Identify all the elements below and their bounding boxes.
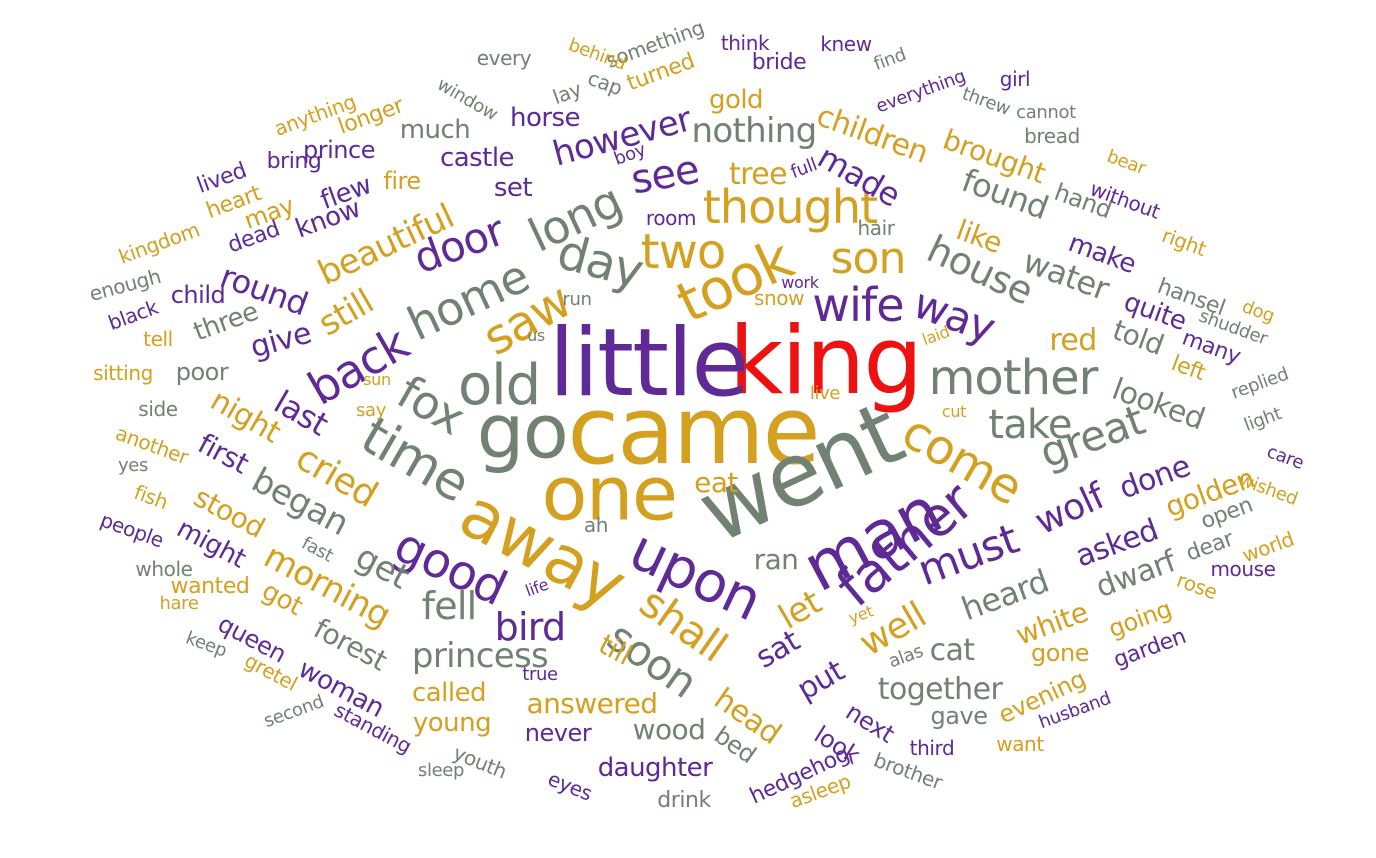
cloud-word-prince: prince [302, 136, 376, 164]
cloud-word-princess: princess [411, 636, 549, 676]
cloud-word-much: much [399, 115, 471, 145]
cloud-word-daughter: daughter [597, 753, 713, 783]
cloud-word-king: king [728, 307, 923, 416]
cloud-word-sleep: sleep [417, 760, 465, 781]
cloud-word-horse: horse [509, 103, 581, 133]
cloud-word-child: child [170, 281, 226, 309]
cloud-word-gold: gold [708, 85, 764, 115]
cloud-word-yes: yes [117, 455, 149, 476]
cloud-word-snow: snow [753, 286, 805, 310]
cloud-word-drink: drink [657, 788, 711, 813]
cloud-word-two: two [640, 224, 727, 280]
cloud-word-together: together [877, 672, 1003, 707]
cloud-word-eyes: eyes [544, 766, 596, 806]
cloud-word-every: every [476, 46, 532, 70]
cloud-word-never: never [524, 719, 592, 747]
cloud-word-third: third [909, 736, 955, 760]
cloud-word-castle: castle [439, 143, 515, 173]
cloud-word-put: put [791, 653, 851, 708]
cloud-word-everything: everything [873, 65, 969, 118]
cloud-word-take: take [988, 402, 1072, 448]
cloud-word-bear: bear [1104, 145, 1149, 180]
cloud-word-people: people [97, 507, 167, 553]
cloud-word-care: care [1263, 441, 1307, 474]
cloud-word-young: young [412, 708, 492, 738]
cloud-word-ah: ah [583, 513, 609, 537]
cloud-word-wife: wife [812, 278, 904, 332]
cloud-word-dead: dead [224, 216, 284, 259]
cloud-word-came: came [567, 377, 820, 486]
cloud-word-girl: girl [999, 67, 1031, 91]
cloud-word-mother: mother [928, 350, 1099, 406]
cloud-word-gave: gave [930, 702, 988, 730]
cloud-word-think: think [720, 31, 770, 55]
cloud-word-sun: sun [363, 370, 391, 389]
cloud-word-hair: hair [857, 216, 895, 240]
cloud-word-one: one [541, 449, 678, 538]
cloud-word-tree: tree [729, 157, 788, 192]
cloud-word-nothing: nothing [691, 111, 817, 151]
cloud-word-set: set [493, 173, 533, 203]
cloud-word-wood: wood [632, 713, 706, 746]
cloud-word-run: run [562, 289, 592, 310]
cloud-word-kingdom: kingdom [115, 217, 203, 269]
cloud-word-bring: bring [266, 149, 322, 174]
cloud-word-cannot: cannot [1016, 102, 1076, 123]
cloud-word-bride: bride [751, 50, 807, 75]
cloud-word-bread: bread [1024, 124, 1080, 148]
cloud-word-fire: fire [383, 167, 421, 195]
cloud-word-tell: tell [143, 327, 173, 351]
cloud-word-find: find [870, 44, 909, 75]
cloud-word-flew: flew [316, 170, 376, 216]
cloud-word-work: work [781, 273, 819, 292]
cloud-word-say: say [356, 400, 386, 421]
cloud-word-replied: replied [1228, 363, 1292, 404]
cloud-word-cat: cat [929, 633, 975, 668]
cloud-word-thought: thought [702, 180, 878, 234]
cloud-word-wanted: wanted [170, 574, 250, 599]
cloud-word-true: true [522, 664, 558, 685]
cloud-word-eat: eat [694, 466, 738, 499]
cloud-word-ran: ran [753, 543, 799, 576]
cloud-word-called: called [411, 678, 487, 708]
cloud-word-cut: cut [941, 402, 967, 421]
cloud-word-whole: whole [135, 557, 193, 581]
cloud-word-fish: fish [130, 479, 172, 515]
cloud-word-mouse: mouse [1210, 557, 1276, 581]
cloud-word-gone: gone [1031, 639, 1089, 667]
cloud-word-knew: knew [820, 32, 872, 56]
cloud-word-full: full [787, 154, 820, 183]
cloud-word-red: red [1049, 323, 1097, 358]
cloud-word-go: go [476, 387, 569, 476]
cloud-word-right: right [1158, 223, 1210, 261]
cloud-word-first: first [192, 426, 254, 481]
cloud-word-second: second [261, 691, 327, 733]
cloud-word-room: room [645, 206, 697, 230]
cloud-word-sitting: sitting [93, 361, 153, 385]
cloud-word-light: light [1241, 403, 1285, 436]
cloud-word-live: live [809, 383, 841, 404]
cloud-word-answered: answered [526, 687, 658, 720]
cloud-word-fell: fell [421, 584, 478, 628]
cloud-word-little: little [548, 309, 750, 418]
cloud-word-old: old [457, 353, 541, 418]
cloud-word-bird: bird [494, 605, 566, 649]
cloud-word-side: side [138, 397, 178, 421]
cloud-word-son: son [830, 233, 906, 284]
cloud-word-hare: hare [159, 593, 199, 614]
cloud-word-want: want [996, 732, 1044, 756]
cloud-word-us: us [527, 326, 545, 345]
cloud-word-poor: poor [175, 358, 229, 386]
